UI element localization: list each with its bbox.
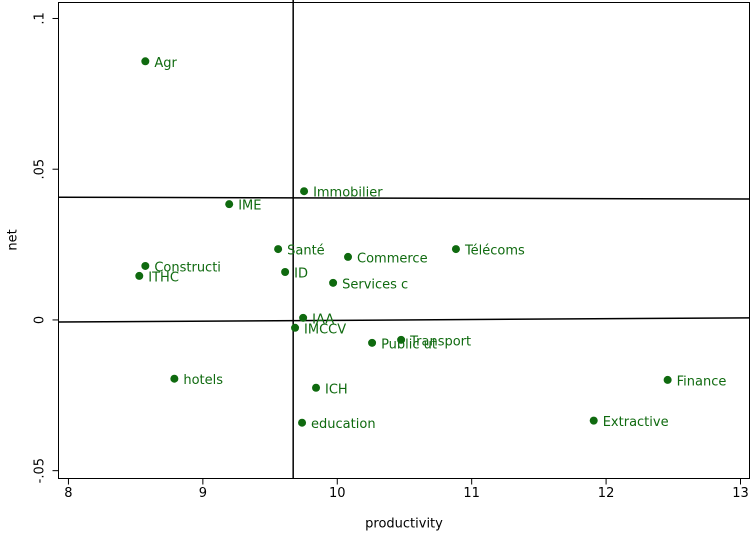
point [141,57,150,66]
point [225,200,234,209]
y-tick-label: .1 [33,12,48,24]
point-label: Santé [287,244,325,259]
fit-line [58,317,750,323]
point [589,416,598,425]
point [291,323,300,332]
point-label: education [311,417,376,432]
y-tick-label: 0 [33,316,48,324]
y-tick-label: -.05 [33,458,48,483]
point-label: IMCCV [304,322,346,337]
point-label: Finance [677,374,727,389]
point-label: ITHC [148,270,179,285]
point-label: Public ut [381,337,437,352]
point [397,335,406,344]
point-label: ICH [325,382,348,397]
point-label: Télécoms [464,244,525,259]
point [135,271,144,280]
x-axis-label: productivity [365,517,443,532]
point-label: Immobilier [313,186,383,201]
point [298,418,307,427]
y-tick-label: .05 [33,159,48,180]
point-label: ID [294,267,308,282]
y-axis-label: net [6,229,21,250]
point-label: IME [238,199,261,214]
point [451,245,460,254]
point-label: hotels [183,373,223,388]
point [329,278,338,287]
x-tick-label: 10 [329,486,346,501]
point [312,383,321,392]
point-label: Services c [342,277,408,292]
point-label: Constructi [154,260,221,275]
point-label: Transport [409,334,471,349]
fit-line [58,196,750,200]
point [368,338,377,347]
point-label: Agr [154,56,177,71]
point [170,374,179,383]
point [344,252,353,261]
x-tick-label: 11 [463,486,480,501]
x-tick-label: 8 [64,486,72,501]
x-tick-label: 9 [199,486,207,501]
point [300,187,309,196]
point-label: Extractive [603,415,669,430]
point-label: Commerce [357,251,428,266]
point-label: IAA [312,312,334,327]
point [281,268,290,277]
point [663,375,672,384]
point [141,261,150,270]
x-tick-label: 13 [732,486,749,501]
x-tick-label: 12 [598,486,615,501]
point [274,245,283,254]
point [299,313,308,322]
